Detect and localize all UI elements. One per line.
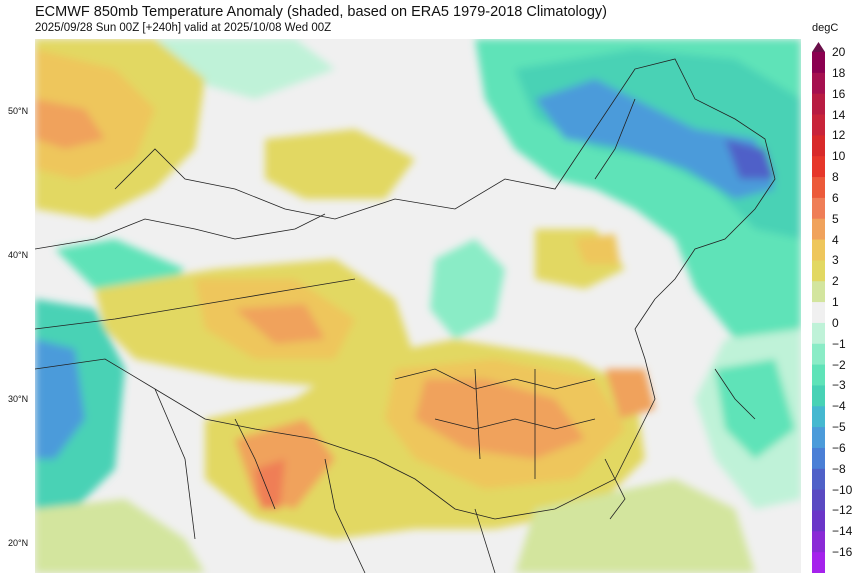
colorbar-level-label: −4 — [832, 399, 846, 414]
colorbar-level-label: −5 — [832, 420, 846, 435]
colorbar-level-label: 18 — [832, 65, 846, 80]
colorbar-level-label: 2 — [832, 274, 839, 289]
boundary-lines — [35, 58, 776, 573]
latitude-label: 40°N — [8, 250, 29, 260]
colorbar-level-label: −16 — [832, 545, 853, 560]
colorbar-swatches — [812, 42, 825, 574]
colorbar-swatch — [812, 135, 825, 157]
colorbar-level-label: −10 — [832, 482, 853, 497]
anomaly-map — [35, 39, 801, 573]
map-title: ECMWF 850mb Temperature Anomaly (shaded,… — [35, 4, 607, 20]
colorbar-level-label: 8 — [832, 170, 839, 185]
latitude-label: 50°N — [8, 106, 29, 116]
colorbar-swatch — [812, 114, 825, 136]
colorbar-level-label: 10 — [832, 149, 846, 164]
colorbar-swatch — [812, 93, 825, 116]
colorbar-swatch — [812, 218, 825, 241]
colorbar-swatch — [812, 489, 825, 511]
colorbar-swatch — [812, 197, 825, 220]
colorbar-labels: 20 18 16 14 12 10 8 6 5 4 3 2 1 0 −1 −2 −3 −4 −5 −6 −8 −10 −12… — [832, 42, 862, 573]
colorbar-swatch — [812, 72, 825, 95]
colorbar-swatch — [812, 322, 825, 345]
colorbar-level-label: −8 — [832, 461, 846, 476]
map-canvas — [35, 39, 801, 573]
colorbar-level-label: −14 — [832, 524, 853, 539]
colorbar-level-label: 4 — [832, 232, 839, 247]
colorbar-swatch — [812, 531, 825, 553]
colorbar-level-label: −2 — [832, 357, 846, 372]
anomaly-shading — [35, 39, 801, 573]
colorbar-level-label: 6 — [832, 190, 839, 205]
colorbar-swatch — [812, 343, 825, 366]
colorbar-swatch — [812, 52, 825, 74]
colorbar-level-label: 14 — [832, 107, 846, 122]
colorbar-level-label: 0 — [832, 315, 839, 330]
colorbar-swatch — [812, 552, 825, 574]
colorbar-swatch — [812, 281, 825, 303]
latitude-label: 30°N — [8, 394, 29, 404]
colorbar-swatch — [812, 447, 825, 470]
colorbar-level-label: −1 — [832, 336, 846, 351]
colorbar — [812, 42, 825, 574]
latitude-label: 20°N — [8, 538, 29, 548]
colorbar-swatch — [812, 239, 825, 261]
colorbar-level-label: −12 — [832, 503, 853, 518]
colorbar-swatch — [812, 510, 825, 532]
colorbar-swatch — [812, 302, 825, 324]
colorbar-swatch — [812, 427, 825, 449]
colorbar-swatch — [812, 385, 825, 407]
colorbar-swatch — [812, 260, 825, 282]
colorbar-level-label: 5 — [832, 211, 839, 226]
colorbar-unit: degC — [812, 22, 839, 34]
colorbar-swatch — [812, 468, 825, 491]
colorbar-level-label: −3 — [832, 378, 846, 393]
colorbar-level-label: 1 — [832, 295, 839, 310]
colorbar-swatch — [812, 406, 825, 428]
colorbar-level-label: 16 — [832, 86, 846, 101]
colorbar-level-label: 12 — [832, 128, 846, 143]
colorbar-swatch — [812, 177, 825, 199]
colorbar-level-label: 3 — [832, 253, 839, 268]
colorbar-level-label: 20 — [832, 45, 846, 59]
colorbar-swatch — [812, 364, 825, 386]
colorbar-level-label: −6 — [832, 440, 846, 455]
colorbar-top-arrow — [812, 42, 825, 52]
map-subtitle: 2025/09/28 Sun 00Z [+240h] valid at 2025… — [35, 22, 332, 34]
colorbar-swatch — [812, 156, 825, 178]
